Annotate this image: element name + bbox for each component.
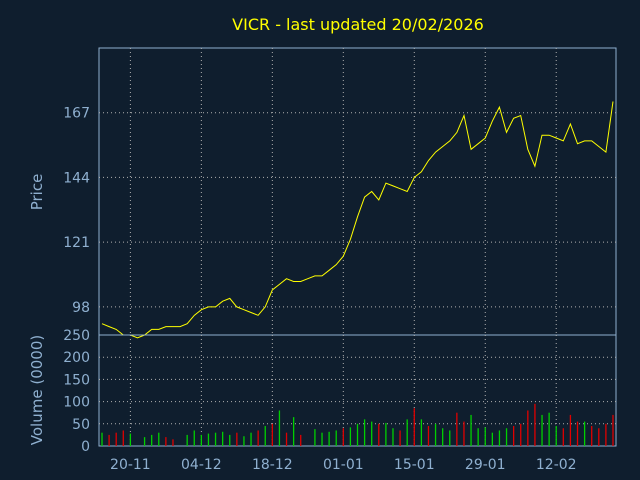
x-tick-label: 15-01 [394, 457, 435, 473]
price-y-tick-label: 167 [63, 106, 90, 122]
x-tick-label: 12-02 [536, 457, 577, 473]
volume-y-ticks: 0 50 100 150 200 250 [63, 328, 90, 455]
volume-y-tick-label: 200 [63, 350, 90, 366]
x-axis-ticks: 20-11 04-12 18-12 01-01 15-01 29-01 12-02 [110, 457, 577, 473]
volume-axis-label: Volume (0000) [28, 335, 46, 445]
x-tick-label: 18-12 [252, 457, 293, 473]
volume-y-tick-label: 250 [63, 328, 90, 344]
price-panel: 98 121 144 167 Price [28, 47, 617, 339]
price-grid [99, 48, 616, 335]
chart-title: VICR - last updated 20/02/2026 [232, 15, 484, 34]
x-tick-label: 01-01 [323, 457, 364, 473]
price-y-tick-label: 98 [72, 300, 90, 316]
volume-y-tick-label: 50 [72, 417, 90, 433]
price-axis-label: Price [28, 174, 46, 211]
volume-bars [101, 403, 614, 446]
price-y-tick-label: 121 [63, 235, 90, 251]
x-tick-label: 04-12 [181, 457, 222, 473]
price-y-ticks: 98 121 144 167 [63, 106, 90, 316]
price-plot-frame [98, 47, 617, 336]
price-series-line [101, 101, 614, 339]
volume-y-tick-label: 0 [81, 439, 90, 455]
x-tick-label: 29-01 [465, 457, 506, 473]
volume-panel: 0 50 100 150 200 250 Volume (0000) [28, 328, 617, 455]
volume-y-tick-label: 150 [63, 372, 90, 388]
x-tick-label: 20-11 [110, 457, 151, 473]
volume-y-tick-label: 100 [63, 395, 90, 411]
price-y-tick-label: 144 [63, 170, 90, 186]
